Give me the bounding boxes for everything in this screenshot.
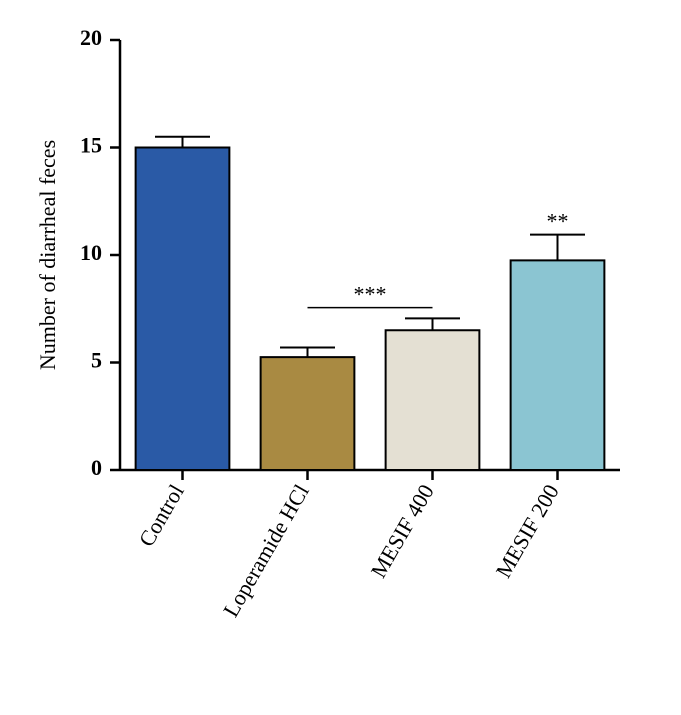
x-tick-label: Loperamide HCl (218, 480, 314, 621)
y-tick-label: 5 (91, 348, 102, 373)
y-tick-label: 15 (80, 133, 102, 158)
x-tick-label: MESIF 400 (366, 480, 439, 582)
bar (261, 357, 355, 470)
y-tick-label: 0 (91, 455, 102, 480)
bar (136, 148, 230, 471)
significance-label: *** (354, 282, 387, 307)
y-tick-label: 10 (80, 240, 102, 265)
y-tick-label: 20 (80, 25, 102, 50)
x-tick-label: MESIF 200 (491, 480, 564, 582)
bar-chart: 0 5 10 15 20 Number of diarrheal feces Control… (0, 0, 681, 715)
bar (511, 260, 605, 470)
y-axis-title: Number of diarrheal feces (35, 140, 60, 370)
x-tick-label: Control (134, 480, 189, 551)
bar (386, 330, 480, 470)
chart-container: 0 5 10 15 20 Number of diarrheal feces Control… (0, 0, 681, 715)
significance-label: ** (547, 209, 569, 234)
